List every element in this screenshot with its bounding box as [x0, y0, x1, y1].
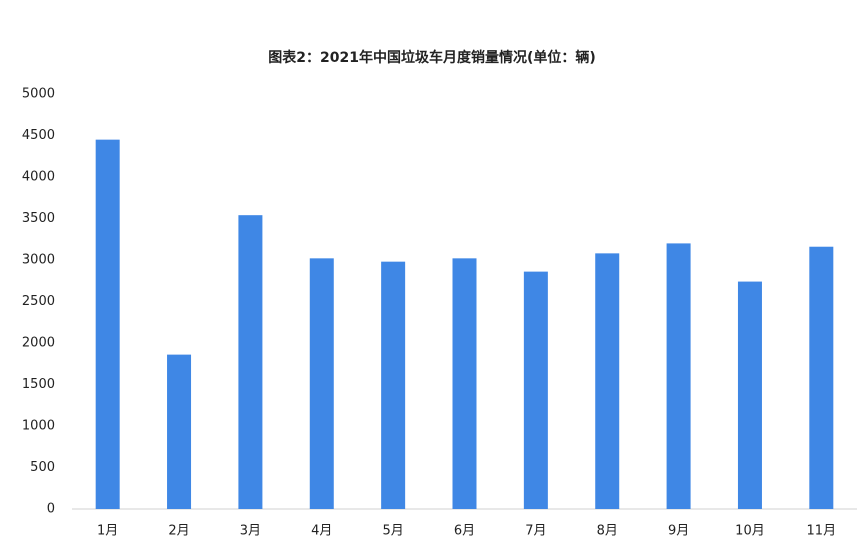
y-tick-label: 3500 — [22, 211, 55, 226]
bar — [238, 215, 263, 509]
chart-title: 图表2：2021年中国垃圾车月度销量情况(单位：辆) — [268, 49, 596, 66]
y-tick-label: 500 — [30, 460, 55, 475]
x-tick-label: 6月 — [454, 524, 475, 539]
x-tick-label: 1月 — [97, 524, 118, 539]
bar — [452, 258, 477, 509]
x-tick-label: 4月 — [311, 524, 332, 539]
x-tick-label: 5月 — [382, 524, 403, 539]
bar — [523, 271, 548, 509]
y-tick-label: 2000 — [22, 336, 55, 351]
y-tick-label: 2500 — [22, 294, 55, 309]
y-tick-label: 1500 — [22, 377, 55, 392]
y-tick-label: 5000 — [22, 87, 55, 102]
x-tick-label: 2月 — [168, 524, 189, 539]
x-tick-label: 9月 — [668, 524, 689, 539]
x-tick-label: 8月 — [597, 524, 618, 539]
x-tick-label: 3月 — [240, 524, 261, 539]
x-tick-label: 11月 — [807, 524, 837, 539]
bar — [309, 258, 334, 509]
bar — [666, 243, 691, 509]
bar — [809, 246, 834, 509]
y-tick-label: 3000 — [22, 253, 55, 268]
bar — [737, 281, 762, 509]
y-tick-label: 4000 — [22, 170, 55, 185]
bar — [167, 354, 192, 509]
x-tick-label: 10月 — [735, 524, 765, 539]
x-tick-label: 7月 — [525, 524, 546, 539]
bar — [95, 139, 120, 509]
bar — [595, 253, 620, 509]
y-tick-label: 1000 — [22, 419, 55, 434]
y-tick-label: 4500 — [22, 128, 55, 143]
y-tick-label: 0 — [47, 502, 55, 517]
bar — [381, 261, 406, 509]
